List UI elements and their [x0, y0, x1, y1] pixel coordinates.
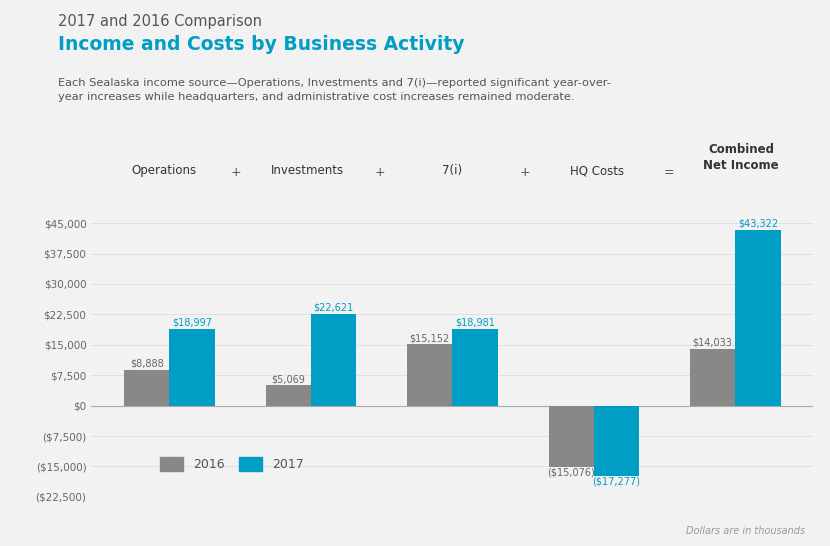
Text: Combined
Net Income: Combined Net Income	[703, 143, 779, 172]
Bar	[169, 329, 215, 406]
Text: Dollars are in thousands: Dollars are in thousands	[686, 526, 805, 536]
Bar	[549, 406, 593, 467]
Bar	[266, 385, 311, 406]
Bar	[690, 349, 735, 406]
Text: $22,621: $22,621	[314, 303, 354, 313]
Text: 2017 and 2016 Comparison: 2017 and 2016 Comparison	[58, 14, 262, 28]
Text: Investments: Investments	[271, 164, 344, 177]
Bar	[735, 230, 780, 406]
Text: $5,069: $5,069	[271, 374, 305, 384]
Legend: 2016, 2017: 2016, 2017	[155, 452, 309, 477]
Text: +: +	[375, 166, 385, 179]
Text: HQ Costs: HQ Costs	[569, 164, 624, 177]
Bar	[124, 370, 169, 406]
Bar	[311, 314, 356, 406]
Text: $18,997: $18,997	[172, 318, 212, 328]
Text: +: +	[520, 166, 530, 179]
Text: $43,322: $43,322	[738, 219, 778, 229]
Text: ($15,076): ($15,076)	[547, 468, 595, 478]
Text: +: +	[231, 166, 241, 179]
Text: $8,888: $8,888	[129, 359, 164, 369]
Text: $18,981: $18,981	[455, 318, 495, 328]
Bar	[452, 329, 498, 406]
Bar	[407, 344, 452, 406]
Text: 7(i): 7(i)	[442, 164, 462, 177]
Text: $15,152: $15,152	[409, 333, 450, 343]
Text: Each Sealaska income source—Operations, Investments and 7(i)—reported significan: Each Sealaska income source—Operations, …	[58, 78, 611, 102]
Text: ($17,277): ($17,277)	[593, 477, 641, 486]
Text: $14,033: $14,033	[693, 337, 733, 348]
Text: Income and Costs by Business Activity: Income and Costs by Business Activity	[58, 35, 465, 55]
Text: Operations: Operations	[131, 164, 196, 177]
Text: =: =	[664, 166, 674, 179]
Bar	[593, 406, 639, 476]
